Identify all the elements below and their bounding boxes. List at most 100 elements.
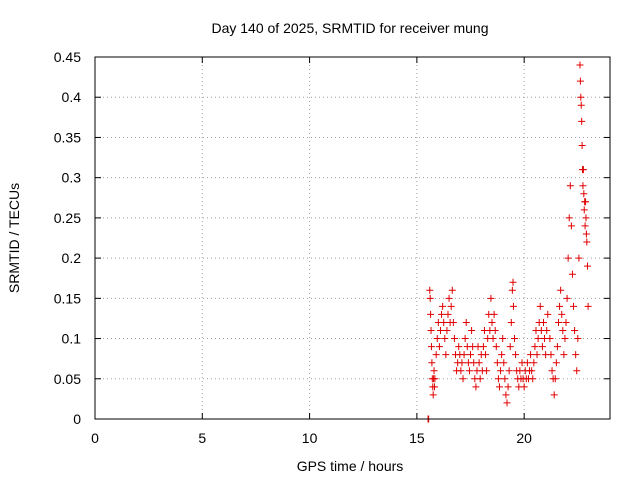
data-point (430, 367, 438, 375)
data-point (572, 351, 580, 359)
data-point (555, 318, 562, 326)
y-axis-label: SRMTID / TECUs (6, 183, 22, 293)
data-point (458, 359, 466, 367)
data-point (435, 343, 443, 351)
data-point (544, 310, 552, 318)
data-point (520, 383, 528, 391)
data-point (509, 278, 517, 286)
data-point (556, 302, 564, 310)
data-point (433, 335, 441, 343)
data-point (506, 343, 514, 351)
y-tick-label: 0.35 (54, 129, 81, 145)
x-axis-label: GPS time / hours (297, 458, 404, 474)
data-point (562, 318, 570, 326)
data-point (579, 182, 587, 190)
data-point (499, 335, 507, 343)
data-point (445, 294, 453, 302)
data-point (575, 254, 583, 262)
data-point (498, 351, 506, 359)
data-point (488, 318, 496, 326)
y-tick-label: 0.45 (54, 49, 81, 65)
data-point (487, 294, 495, 302)
data-point (441, 335, 449, 343)
data-point (438, 310, 446, 318)
data-point (565, 214, 573, 222)
data-point (461, 335, 469, 343)
data-point (442, 351, 450, 359)
data-point (567, 222, 575, 230)
data-point (489, 335, 497, 343)
data-point (570, 302, 578, 310)
y-tick-label: 0.15 (54, 290, 81, 306)
data-point (582, 230, 590, 238)
data-point (547, 351, 555, 359)
data-point (571, 327, 579, 335)
data-point (507, 318, 515, 326)
data-point (552, 359, 560, 367)
data-point (560, 351, 568, 359)
data-point (529, 375, 537, 383)
y-tick-label: 0.3 (62, 170, 82, 186)
data-point (505, 367, 513, 375)
data-point (543, 327, 551, 335)
data-point (539, 318, 547, 326)
data-point (579, 166, 587, 174)
data-point (578, 141, 586, 149)
data-point (444, 310, 452, 318)
x-tick-label: 10 (302, 430, 318, 446)
data-point (578, 117, 586, 125)
data-point (508, 286, 516, 294)
data-point (476, 375, 484, 383)
data-point (548, 367, 556, 375)
data-point (536, 302, 544, 310)
data-point (472, 383, 480, 391)
data-point (432, 351, 440, 359)
y-tick-label: 0.4 (62, 89, 82, 105)
data-point (460, 351, 468, 359)
data-point (457, 367, 465, 375)
data-point (580, 206, 588, 214)
data-point (483, 367, 491, 375)
x-tick-label: 15 (409, 430, 425, 446)
data-point (440, 318, 448, 326)
data-point (443, 327, 451, 335)
data-point (497, 367, 505, 375)
data-point (502, 391, 510, 399)
data-point (512, 351, 520, 359)
data-point (584, 302, 592, 310)
data-point (427, 310, 435, 318)
data-point (528, 367, 536, 375)
data-point (573, 367, 581, 375)
data-point (426, 294, 434, 302)
x-tick-label: 0 (91, 430, 99, 446)
data-point (426, 286, 434, 294)
data-point (431, 375, 439, 383)
data-point (523, 359, 531, 367)
data-point (538, 343, 546, 351)
data-point (448, 286, 456, 294)
data-point (563, 294, 571, 302)
y-tick-label: 0 (73, 411, 81, 427)
data-point (574, 335, 582, 343)
data-point (527, 351, 535, 359)
y-tick-label: 0.25 (54, 210, 81, 226)
data-point (582, 214, 590, 222)
y-tick-label: 0.2 (62, 250, 82, 266)
plot-frame (94, 56, 611, 420)
data-point (583, 238, 591, 246)
tick-labels: 0 5 10 15 20 0 0.05 0.1 0.15 0.2 0.25 0.3 0.35 0.4 0.4… (54, 49, 532, 446)
data-point (533, 351, 541, 359)
x-tick-label: 20 (516, 430, 532, 446)
data-point (494, 375, 502, 383)
data-point (577, 93, 585, 101)
data-point (577, 101, 585, 109)
data-point (439, 302, 447, 310)
y-tick-label: 0.1 (62, 331, 82, 347)
x-tick-label: 5 (198, 430, 206, 446)
data-point (430, 383, 438, 391)
data-point (493, 359, 501, 367)
data-point (511, 335, 519, 343)
data-point (462, 318, 470, 326)
data-point (479, 343, 487, 351)
